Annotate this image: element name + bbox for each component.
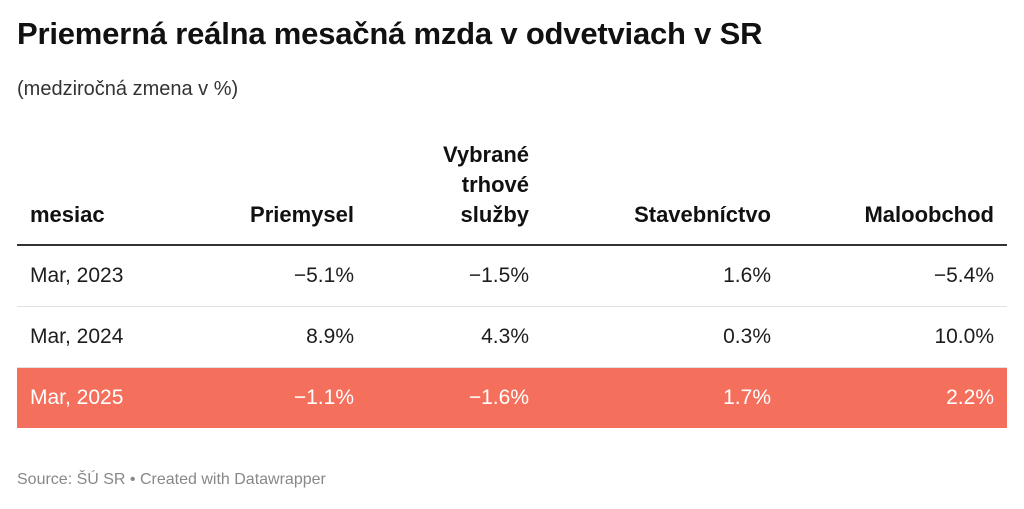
table-cell-value: −5.1% (192, 245, 367, 307)
column-header-industry[interactable]: Priemysel (192, 140, 367, 246)
table-cell-value: 10.0% (784, 306, 1007, 368)
column-header-label: mesiac (30, 202, 105, 227)
table-cell-value: 4.3% (367, 306, 542, 368)
table-cell-month: Mar, 2023 (17, 245, 192, 307)
data-table: mesiac Priemysel Vybrané trhové služby S… (17, 140, 1007, 428)
table-cell-month: Mar, 2025 (17, 367, 192, 428)
table-row: Mar, 2023 −5.1% −1.5% 1.6% −5.4% (17, 245, 1007, 307)
column-header-label-line: služby (460, 202, 529, 227)
table-cell-value: 2.2% (784, 367, 1007, 428)
column-header-retail[interactable]: Maloobchod (784, 140, 1007, 246)
column-header-label-line: trhové (461, 172, 529, 197)
column-header-label: Priemysel (250, 202, 354, 227)
table-cell-month: Mar, 2024 (17, 306, 192, 368)
column-header-label: Stavebníctvo (634, 202, 771, 227)
table-row: Mar, 2024 8.9% 4.3% 0.3% 10.0% (17, 306, 1007, 368)
column-header-construction[interactable]: Stavebníctvo (542, 140, 784, 246)
table-row-highlighted: Mar, 2025 −1.1% −1.6% 1.7% 2.2% (17, 367, 1007, 428)
table-header-row: mesiac Priemysel Vybrané trhové služby S… (17, 140, 1007, 246)
table-cell-value: 0.3% (542, 306, 784, 368)
column-header-label-line: Vybrané (442, 142, 529, 167)
chart-subtitle: (medziročná zmena v %) (17, 78, 239, 100)
chart-title: Priemerná reálna mesačná mzda v odvetvia… (17, 16, 763, 51)
column-header-month[interactable]: mesiac (17, 140, 192, 246)
column-header-market-services[interactable]: Vybrané trhové služby (367, 140, 542, 246)
column-header-label: Maloobchod (864, 202, 994, 227)
table-cell-value: −1.1% (192, 367, 367, 428)
table-cell-value: −1.5% (367, 245, 542, 307)
table-cell-value: 1.6% (542, 245, 784, 307)
table-cell-value: 8.9% (192, 306, 367, 368)
table-cell-value: −1.6% (367, 367, 542, 428)
source-note: Source: ŠÚ SR • Created with Datawrapper (17, 471, 326, 488)
table-cell-value: −5.4% (784, 245, 1007, 307)
table-cell-value: 1.7% (542, 367, 784, 428)
